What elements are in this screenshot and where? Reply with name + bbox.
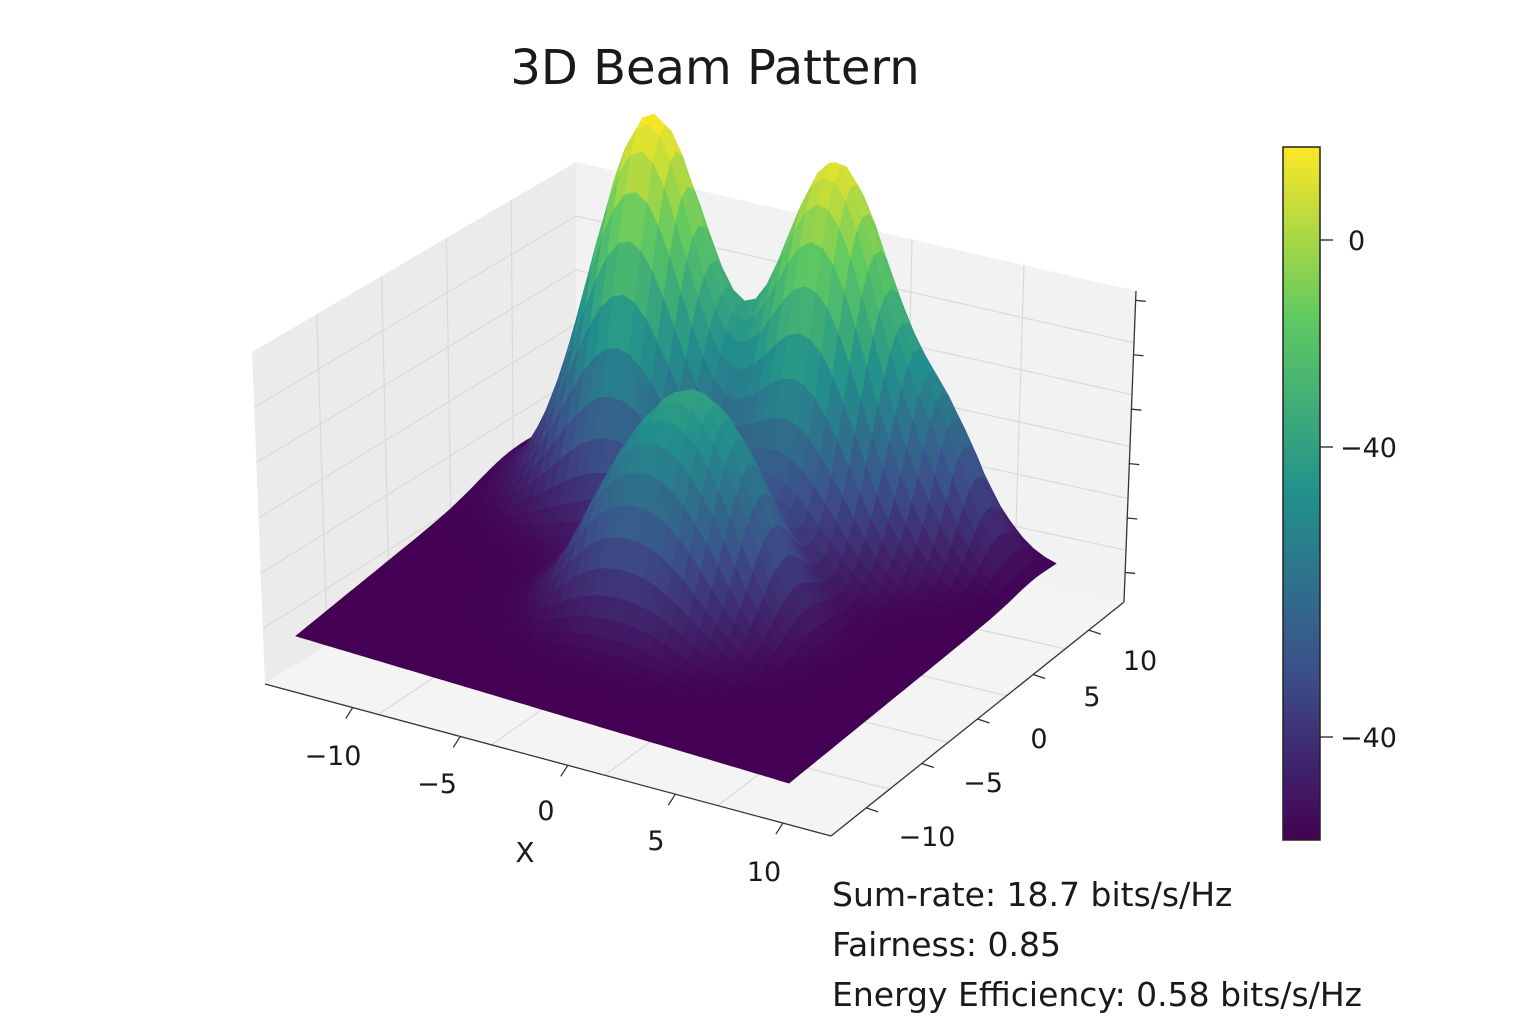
x-axis-label: X	[515, 836, 534, 869]
y-tick-label: −5	[963, 768, 1003, 799]
y-tick-label: −10	[899, 822, 956, 853]
x-tick	[667, 793, 676, 806]
x-tick	[345, 707, 354, 719]
x-tick-label: 0	[537, 796, 554, 827]
y-tick	[921, 762, 935, 769]
x-tick	[452, 736, 461, 748]
z-axis-line	[1123, 290, 1137, 603]
y-tick	[1032, 673, 1046, 680]
y-tick-label: 5	[1083, 682, 1100, 713]
y-tick	[977, 718, 990, 724]
grid-line	[256, 269, 577, 464]
y-tick	[865, 807, 879, 813]
y-tick	[1088, 629, 1102, 635]
metric-energy-efficiency: Energy Efficiency: 0.58 bits/s/Hz	[832, 975, 1362, 1014]
z-tick	[1127, 517, 1138, 520]
z-tick	[1131, 408, 1142, 411]
colorbar	[1282, 146, 1321, 841]
axis-ticks	[345, 299, 1146, 835]
metric-sum-rate: Sum-rate: 18.7 bits/s/Hz	[832, 875, 1233, 914]
colorbar-tick-label: −40	[1340, 433, 1397, 464]
z-tick	[1135, 299, 1146, 302]
metric-fairness: Fairness: 0.85	[832, 925, 1062, 964]
x-tick-label: 10	[747, 857, 781, 888]
surface-plot	[295, 113, 1057, 784]
y-tick-label: 10	[1123, 646, 1157, 677]
x-axis-line	[264, 683, 832, 837]
colorbar-tick-label: 0	[1348, 226, 1365, 257]
x-tick	[775, 822, 784, 835]
grid-line	[260, 377, 577, 574]
chart-title: 3D Beam Pattern	[510, 40, 920, 96]
x-tick-label: −5	[417, 769, 457, 800]
z-tick	[1129, 462, 1140, 466]
grid-line	[258, 323, 577, 519]
grid-line	[253, 215, 577, 408]
surface-patch	[776, 774, 796, 784]
colorbar-tick-label: −40	[1340, 723, 1397, 754]
x-tick-label: −10	[305, 741, 362, 772]
z-tick	[1133, 354, 1144, 357]
x-tick-label: 5	[647, 826, 664, 857]
x-tick	[560, 764, 569, 777]
z-tick	[1125, 571, 1136, 575]
y-tick-label: 0	[1030, 724, 1047, 755]
